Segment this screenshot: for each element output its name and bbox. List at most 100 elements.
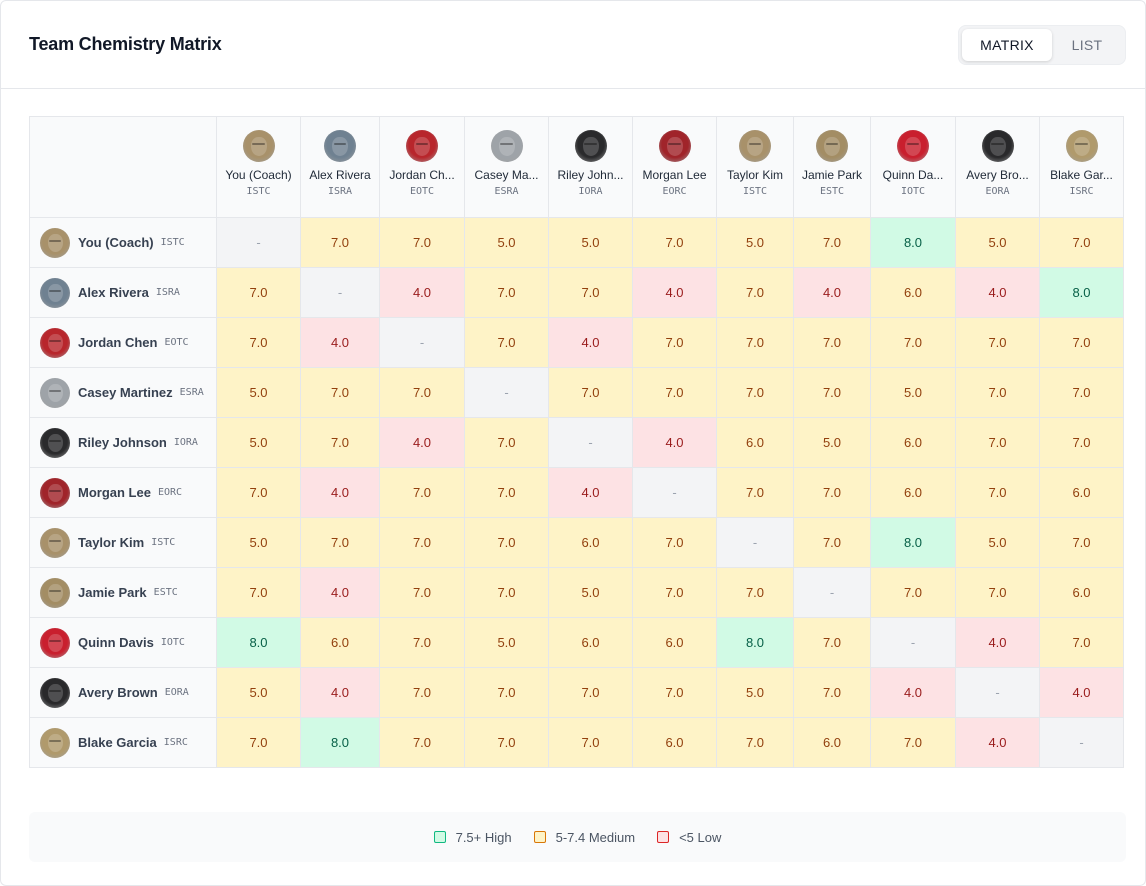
chemistry-cell-coach-jamie[interactable]: 7.0 <box>793 217 871 268</box>
chemistry-cell-jamie-morgan[interactable]: 7.0 <box>632 567 717 618</box>
chemistry-cell-avery-coach[interactable]: 5.0 <box>216 667 301 718</box>
chemistry-cell-casey-blake[interactable]: 7.0 <box>1039 367 1124 418</box>
chemistry-cell-riley-quinn[interactable]: 6.0 <box>870 417 956 468</box>
chemistry-cell-morgan-quinn[interactable]: 6.0 <box>870 467 956 518</box>
chemistry-cell-avery-riley[interactable]: 7.0 <box>548 667 633 718</box>
chemistry-cell-avery-alex[interactable]: 4.0 <box>300 667 380 718</box>
chemistry-cell-quinn-jamie[interactable]: 7.0 <box>793 617 871 668</box>
chemistry-cell-coach-alex[interactable]: 7.0 <box>300 217 380 268</box>
chemistry-cell-jamie-taylor[interactable]: 7.0 <box>716 567 794 618</box>
chemistry-cell-casey-jamie[interactable]: 7.0 <box>793 367 871 418</box>
chemistry-cell-quinn-coach[interactable]: 8.0 <box>216 617 301 668</box>
chemistry-cell-coach-taylor[interactable]: 5.0 <box>716 217 794 268</box>
chemistry-cell-blake-alex[interactable]: 8.0 <box>300 717 380 768</box>
chemistry-cell-blake-quinn[interactable]: 7.0 <box>870 717 956 768</box>
chemistry-cell-jordan-taylor[interactable]: 7.0 <box>716 317 794 368</box>
chemistry-cell-riley-morgan[interactable]: 4.0 <box>632 417 717 468</box>
chemistry-cell-coach-casey[interactable]: 5.0 <box>464 217 549 268</box>
chemistry-cell-coach-jordan[interactable]: 7.0 <box>379 217 465 268</box>
chemistry-cell-jamie-alex[interactable]: 4.0 <box>300 567 380 618</box>
chemistry-cell-quinn-alex[interactable]: 6.0 <box>300 617 380 668</box>
chemistry-cell-riley-casey[interactable]: 7.0 <box>464 417 549 468</box>
chemistry-cell-casey-avery[interactable]: 7.0 <box>955 367 1040 418</box>
chemistry-cell-morgan-coach[interactable]: 7.0 <box>216 467 301 518</box>
list-view-button[interactable]: LIST <box>1071 37 1103 53</box>
chemistry-cell-jordan-quinn[interactable]: 7.0 <box>870 317 956 368</box>
chemistry-cell-quinn-jordan[interactable]: 7.0 <box>379 617 465 668</box>
chemistry-cell-jamie-coach[interactable]: 7.0 <box>216 567 301 618</box>
chemistry-cell-blake-taylor[interactable]: 7.0 <box>716 717 794 768</box>
chemistry-cell-avery-casey[interactable]: 7.0 <box>464 667 549 718</box>
chemistry-cell-avery-quinn[interactable]: 4.0 <box>870 667 956 718</box>
chemistry-cell-taylor-jordan[interactable]: 7.0 <box>379 517 465 568</box>
chemistry-cell-taylor-quinn[interactable]: 8.0 <box>870 517 956 568</box>
chemistry-cell-alex-jamie[interactable]: 4.0 <box>793 267 871 318</box>
chemistry-cell-blake-coach[interactable]: 7.0 <box>216 717 301 768</box>
chemistry-cell-coach-morgan[interactable]: 7.0 <box>632 217 717 268</box>
chemistry-cell-avery-blake[interactable]: 4.0 <box>1039 667 1124 718</box>
chemistry-cell-jordan-casey[interactable]: 7.0 <box>464 317 549 368</box>
chemistry-cell-casey-morgan[interactable]: 7.0 <box>632 367 717 418</box>
chemistry-cell-taylor-riley[interactable]: 6.0 <box>548 517 633 568</box>
chemistry-cell-quinn-casey[interactable]: 5.0 <box>464 617 549 668</box>
chemistry-cell-jamie-blake[interactable]: 6.0 <box>1039 567 1124 618</box>
chemistry-cell-coach-blake[interactable]: 7.0 <box>1039 217 1124 268</box>
chemistry-cell-avery-morgan[interactable]: 7.0 <box>632 667 717 718</box>
chemistry-cell-morgan-jamie[interactable]: 7.0 <box>793 467 871 518</box>
chemistry-cell-riley-jordan[interactable]: 4.0 <box>379 417 465 468</box>
chemistry-cell-avery-jordan[interactable]: 7.0 <box>379 667 465 718</box>
chemistry-cell-coach-avery[interactable]: 5.0 <box>955 217 1040 268</box>
chemistry-cell-blake-avery[interactable]: 4.0 <box>955 717 1040 768</box>
chemistry-cell-taylor-blake[interactable]: 7.0 <box>1039 517 1124 568</box>
matrix-view-button[interactable]: MATRIX <box>962 29 1052 61</box>
chemistry-cell-jamie-jordan[interactable]: 7.0 <box>379 567 465 618</box>
chemistry-cell-taylor-morgan[interactable]: 7.0 <box>632 517 717 568</box>
chemistry-cell-riley-blake[interactable]: 7.0 <box>1039 417 1124 468</box>
chemistry-cell-morgan-casey[interactable]: 7.0 <box>464 467 549 518</box>
chemistry-cell-alex-casey[interactable]: 7.0 <box>464 267 549 318</box>
chemistry-cell-alex-coach[interactable]: 7.0 <box>216 267 301 318</box>
chemistry-cell-blake-casey[interactable]: 7.0 <box>464 717 549 768</box>
chemistry-cell-alex-riley[interactable]: 7.0 <box>548 267 633 318</box>
chemistry-cell-jordan-riley[interactable]: 4.0 <box>548 317 633 368</box>
chemistry-cell-alex-blake[interactable]: 8.0 <box>1039 267 1124 318</box>
chemistry-cell-morgan-riley[interactable]: 4.0 <box>548 467 633 518</box>
chemistry-cell-casey-riley[interactable]: 7.0 <box>548 367 633 418</box>
chemistry-cell-blake-jamie[interactable]: 6.0 <box>793 717 871 768</box>
chemistry-cell-avery-jamie[interactable]: 7.0 <box>793 667 871 718</box>
chemistry-cell-morgan-alex[interactable]: 4.0 <box>300 467 380 518</box>
chemistry-cell-taylor-alex[interactable]: 7.0 <box>300 517 380 568</box>
chemistry-cell-casey-alex[interactable]: 7.0 <box>300 367 380 418</box>
chemistry-cell-taylor-avery[interactable]: 5.0 <box>955 517 1040 568</box>
chemistry-cell-jordan-jamie[interactable]: 7.0 <box>793 317 871 368</box>
chemistry-cell-taylor-coach[interactable]: 5.0 <box>216 517 301 568</box>
chemistry-cell-riley-taylor[interactable]: 6.0 <box>716 417 794 468</box>
chemistry-cell-casey-jordan[interactable]: 7.0 <box>379 367 465 418</box>
chemistry-cell-jordan-blake[interactable]: 7.0 <box>1039 317 1124 368</box>
chemistry-cell-quinn-avery[interactable]: 4.0 <box>955 617 1040 668</box>
chemistry-cell-morgan-taylor[interactable]: 7.0 <box>716 467 794 518</box>
chemistry-cell-jamie-riley[interactable]: 5.0 <box>548 567 633 618</box>
chemistry-cell-taylor-jamie[interactable]: 7.0 <box>793 517 871 568</box>
chemistry-cell-jamie-casey[interactable]: 7.0 <box>464 567 549 618</box>
chemistry-cell-quinn-taylor[interactable]: 8.0 <box>716 617 794 668</box>
chemistry-cell-taylor-casey[interactable]: 7.0 <box>464 517 549 568</box>
chemistry-cell-riley-avery[interactable]: 7.0 <box>955 417 1040 468</box>
chemistry-cell-jordan-avery[interactable]: 7.0 <box>955 317 1040 368</box>
chemistry-cell-blake-jordan[interactable]: 7.0 <box>379 717 465 768</box>
chemistry-cell-morgan-jordan[interactable]: 7.0 <box>379 467 465 518</box>
chemistry-cell-alex-avery[interactable]: 4.0 <box>955 267 1040 318</box>
chemistry-cell-jordan-alex[interactable]: 4.0 <box>300 317 380 368</box>
chemistry-cell-jamie-avery[interactable]: 7.0 <box>955 567 1040 618</box>
chemistry-cell-avery-taylor[interactable]: 5.0 <box>716 667 794 718</box>
chemistry-cell-blake-riley[interactable]: 7.0 <box>548 717 633 768</box>
chemistry-cell-jordan-morgan[interactable]: 7.0 <box>632 317 717 368</box>
chemistry-cell-jamie-quinn[interactable]: 7.0 <box>870 567 956 618</box>
chemistry-cell-quinn-blake[interactable]: 7.0 <box>1039 617 1124 668</box>
chemistry-cell-quinn-morgan[interactable]: 6.0 <box>632 617 717 668</box>
chemistry-cell-morgan-avery[interactable]: 7.0 <box>955 467 1040 518</box>
chemistry-cell-quinn-riley[interactable]: 6.0 <box>548 617 633 668</box>
chemistry-cell-alex-taylor[interactable]: 7.0 <box>716 267 794 318</box>
chemistry-cell-casey-quinn[interactable]: 5.0 <box>870 367 956 418</box>
chemistry-cell-alex-morgan[interactable]: 4.0 <box>632 267 717 318</box>
